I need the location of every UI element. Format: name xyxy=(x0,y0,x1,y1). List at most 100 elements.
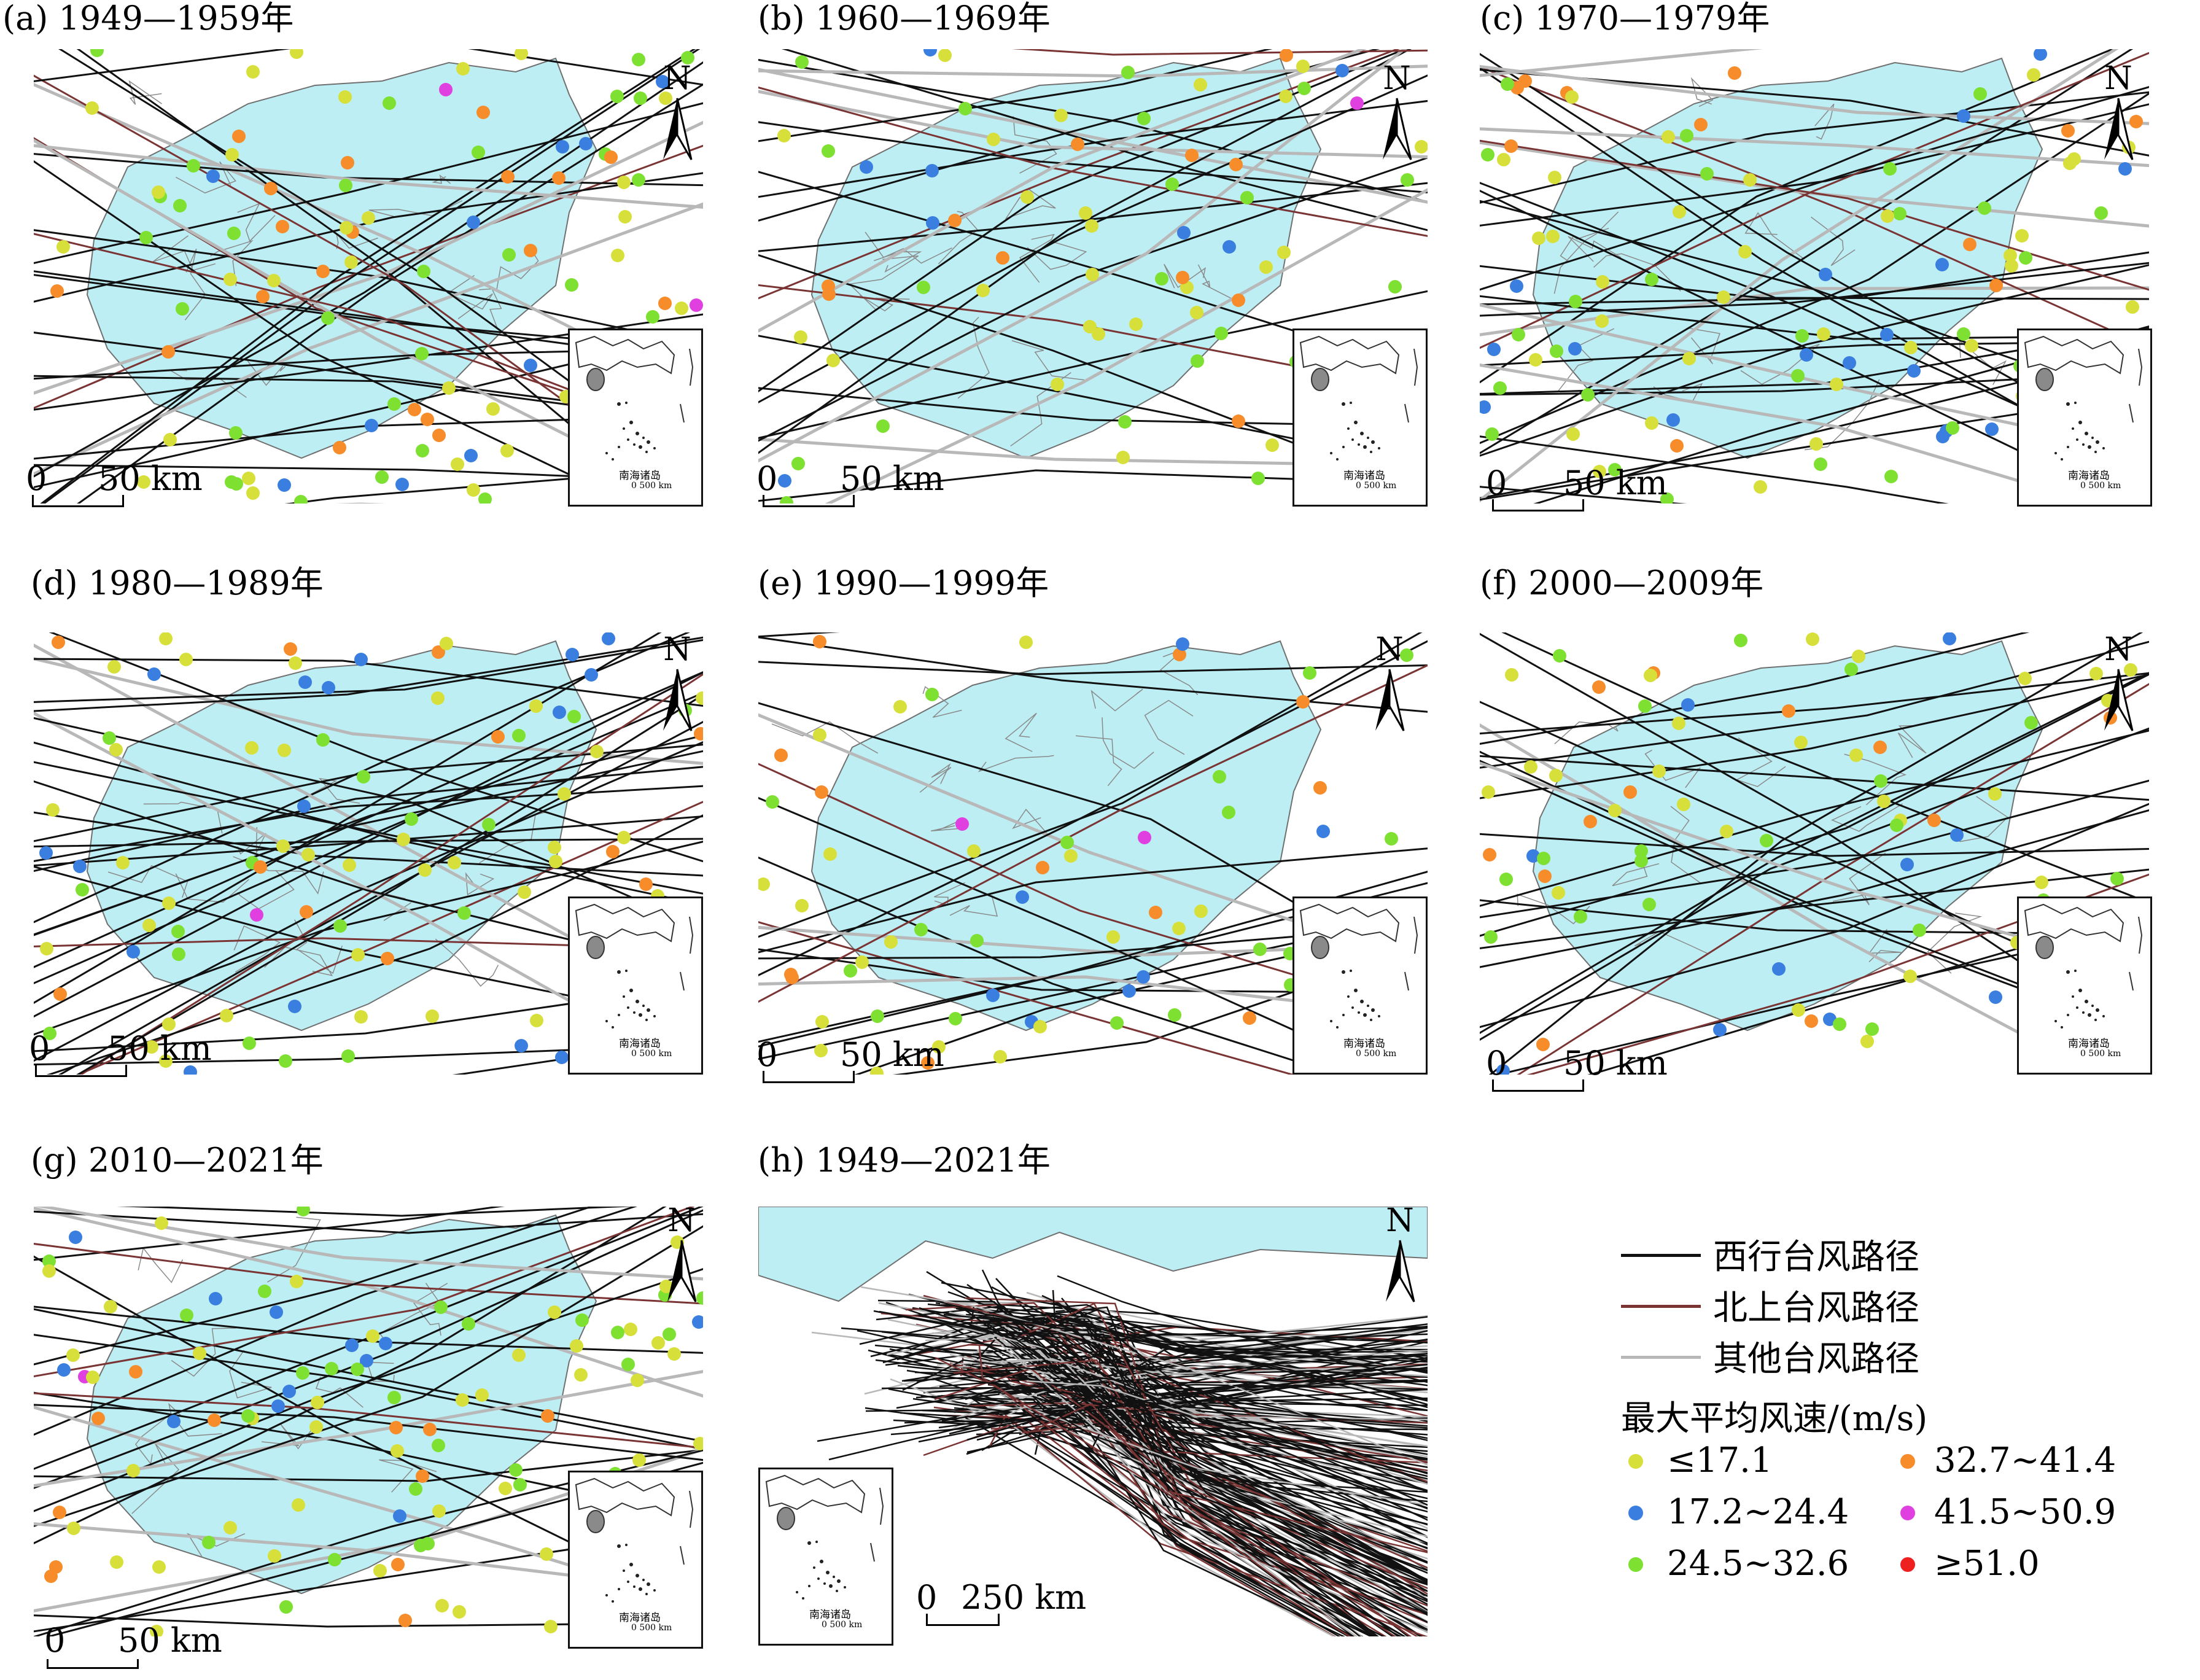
typhoon-track xyxy=(896,1328,1428,1611)
intensity-point xyxy=(815,785,828,799)
intensity-point xyxy=(1138,831,1151,844)
typhoon-track xyxy=(34,102,703,265)
north-arrow-icon xyxy=(663,669,693,731)
intensity-point xyxy=(73,860,87,873)
typhoon-track xyxy=(1052,1289,1428,1409)
county-boundary xyxy=(1832,852,1886,906)
intensity-point xyxy=(223,1521,237,1534)
intensity-point xyxy=(284,642,297,656)
typhoon-track xyxy=(468,49,703,86)
legend-label-other: 其他台风路径 xyxy=(1713,1339,1919,1379)
scale-line-g xyxy=(47,1659,139,1669)
intensity-point xyxy=(1935,258,1949,271)
typhoon-track xyxy=(34,1209,703,1489)
intensity-point xyxy=(163,433,177,446)
intensity-point xyxy=(822,144,835,158)
scale-text-e: 50 km xyxy=(840,1035,944,1074)
intensity-point xyxy=(415,347,429,360)
inset-map-g: 南海诸岛 0 500 km xyxy=(568,1471,703,1649)
intensity-point xyxy=(1569,295,1582,308)
intensity-point xyxy=(432,1504,446,1518)
intensity-point xyxy=(296,1366,309,1380)
intensity-point xyxy=(675,301,688,315)
intensity-point xyxy=(574,1368,588,1382)
intensity-point xyxy=(1682,352,1696,365)
legend-dot-class-2 xyxy=(1628,1506,1643,1520)
intensity-point xyxy=(1118,415,1132,429)
intensity-point xyxy=(1106,930,1120,944)
intensity-point xyxy=(617,176,631,189)
typhoon-track xyxy=(34,639,703,703)
intensity-point xyxy=(383,96,396,110)
typhoon-track xyxy=(758,661,1428,675)
intensity-point xyxy=(288,1000,301,1013)
intensity-point xyxy=(2034,49,2047,61)
county-boundary xyxy=(859,295,910,312)
intensity-point xyxy=(1565,90,1579,104)
land-area xyxy=(1532,640,2043,1032)
intensity-point xyxy=(451,457,464,471)
typhoon-track xyxy=(934,1367,1428,1589)
intensity-point xyxy=(2019,251,2032,265)
north-letter-g: N xyxy=(667,1202,696,1239)
legend-label-westward: 西行台风路径 xyxy=(1713,1237,1919,1277)
typhoon-track xyxy=(34,750,703,936)
typhoon-track xyxy=(34,671,703,1018)
intensity-point xyxy=(325,1362,338,1375)
intensity-point xyxy=(631,1374,644,1387)
intensity-point xyxy=(343,858,356,872)
county-boundary xyxy=(247,360,286,386)
intensity-point xyxy=(1772,962,1786,976)
intensity-point xyxy=(1843,356,1856,370)
scale-line-h xyxy=(926,1614,1000,1626)
intensity-point xyxy=(958,102,972,115)
intensity-point xyxy=(1666,413,1680,427)
intensity-point xyxy=(1243,1011,1256,1025)
intensity-point xyxy=(1033,1020,1047,1033)
typhoon-track xyxy=(758,49,1380,222)
scale-bar-d: 0 50 km xyxy=(29,1029,212,1077)
typhoon-track xyxy=(1480,673,2149,937)
intensity-point xyxy=(780,496,793,504)
intensity-point xyxy=(976,284,990,297)
typhoon-track xyxy=(881,1331,1428,1351)
intensity-point xyxy=(579,137,593,150)
intensity-point xyxy=(416,444,429,457)
intensity-point xyxy=(1401,173,1414,187)
intensity-point xyxy=(1754,480,1767,494)
inset-scale-a: 0 500 km xyxy=(631,481,672,491)
typhoon-track xyxy=(1013,1313,1428,1371)
intensity-point xyxy=(1596,275,1609,289)
typhoon-track xyxy=(76,801,703,1075)
intensity-point xyxy=(2004,249,2017,262)
inset-scale-f: 0 500 km xyxy=(2080,1049,2121,1059)
intensity-point xyxy=(202,1536,216,1549)
intensity-point xyxy=(996,251,1009,265)
intensity-point xyxy=(1504,139,1518,153)
intensity-point xyxy=(1782,704,1795,718)
county-boundary xyxy=(919,763,952,793)
intensity-point xyxy=(499,1482,512,1495)
intensity-point xyxy=(515,1039,528,1052)
intensity-point xyxy=(681,51,694,64)
county-boundary xyxy=(1027,242,1087,270)
intensity-point xyxy=(1501,77,1514,91)
north-arrow-f: N xyxy=(2097,632,2140,743)
intensity-point xyxy=(1608,804,1622,817)
intensity-point xyxy=(482,818,496,831)
intensity-point xyxy=(1638,699,1652,713)
typhoon-track xyxy=(758,182,1428,252)
typhoon-track xyxy=(758,58,1428,203)
intensity-point xyxy=(161,345,175,359)
county-boundary xyxy=(1690,77,1714,107)
typhoon-track xyxy=(1480,265,2149,300)
intensity-point xyxy=(256,290,270,303)
intensity-point xyxy=(778,474,791,488)
intensity-point xyxy=(268,1549,281,1563)
intensity-point xyxy=(110,1555,123,1569)
intensity-point xyxy=(794,330,807,344)
inset-label-a: 南海诸岛 xyxy=(619,470,661,482)
intensity-point xyxy=(1277,246,1291,259)
county-boundary xyxy=(184,249,206,321)
typhoon-track xyxy=(758,847,1428,954)
